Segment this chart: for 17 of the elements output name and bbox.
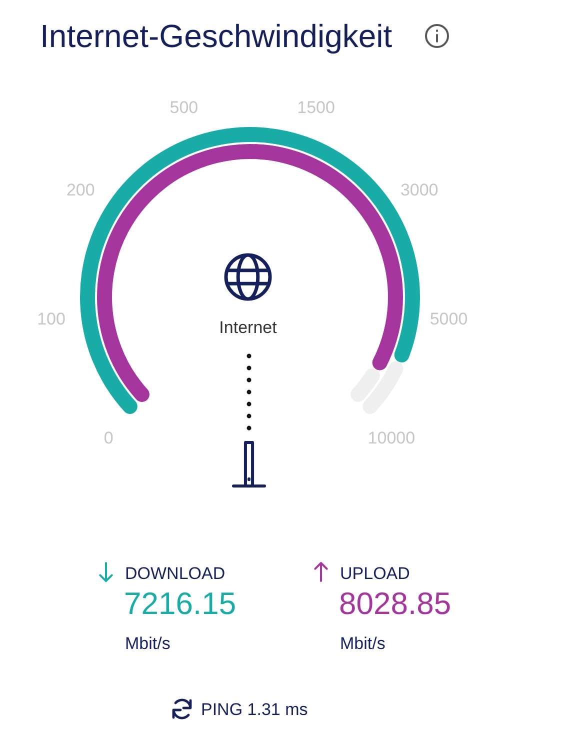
- data-label: 7216.15: [124, 586, 236, 621]
- text: 100: [37, 309, 66, 328]
- text: 500: [170, 98, 198, 118]
- data-label: 8028.85: [339, 586, 452, 621]
- text: 0: [104, 428, 114, 448]
- text: 200: [66, 180, 95, 200]
- text: Mbit/s: [340, 634, 386, 653]
- text: 10000: [368, 428, 416, 448]
- text: Internet: [219, 318, 278, 337]
- category-label: UPLOAD: [340, 564, 410, 583]
- text: PING 1.31 ms: [201, 700, 308, 719]
- text: Mbit/s: [125, 634, 170, 653]
- text: 1500: [297, 98, 335, 118]
- text: 5000: [430, 309, 468, 328]
- text: 3000: [400, 180, 438, 200]
- text: Internet-Geschwindigkeit: [40, 18, 392, 54]
- category-label: DOWNLOAD: [125, 564, 226, 583]
